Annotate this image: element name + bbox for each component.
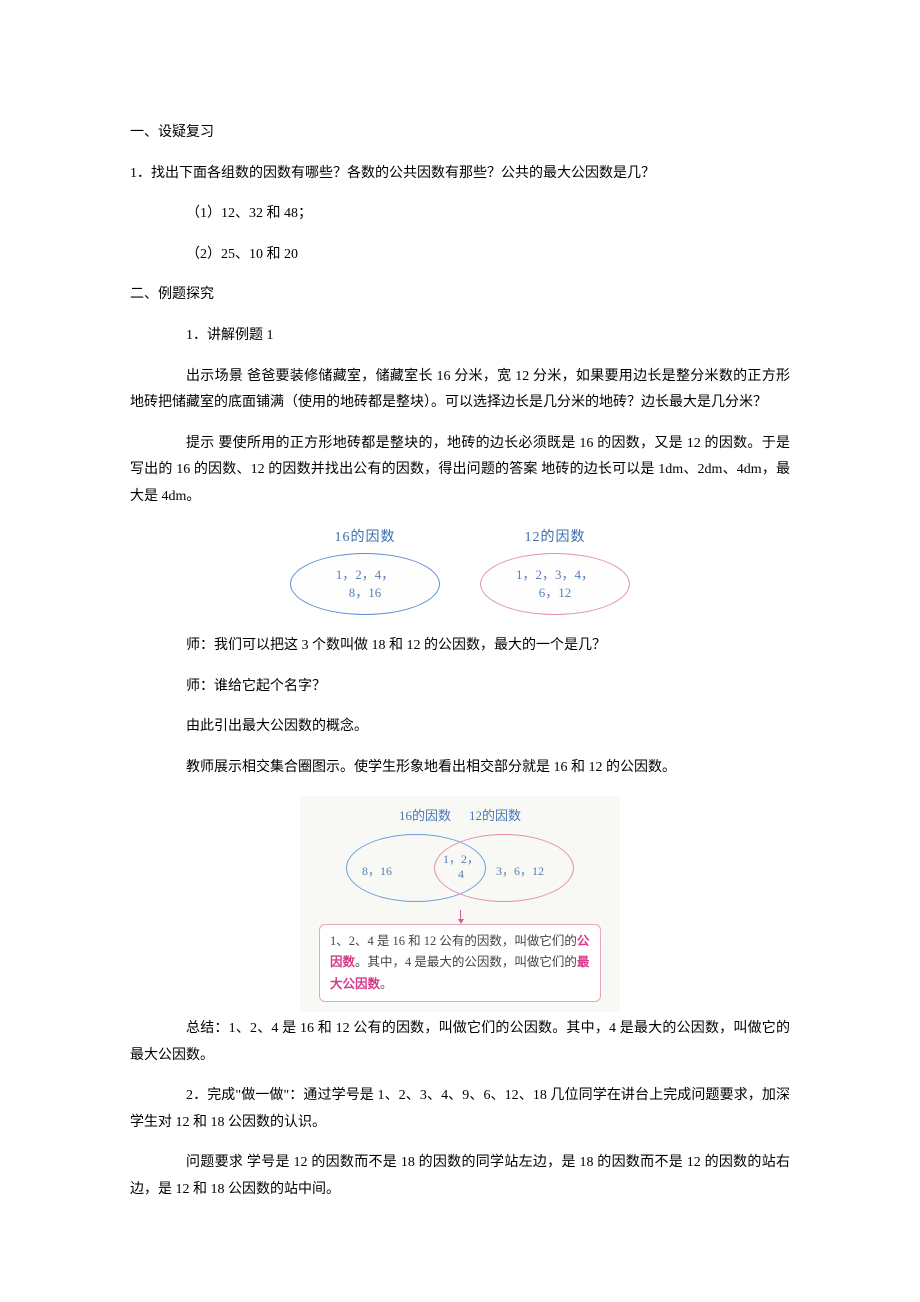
oval-block-16: 16的因数 1，2，4， 8，16 xyxy=(290,525,440,616)
section-1-title: 一、设疑复习 xyxy=(130,120,790,147)
pinkbox-text-b: 。其中，4 是最大的公因数，叫做它们的 xyxy=(355,955,577,969)
example-hint-text: 提示 要使所用的正方形地砖都是整块的，地砖的边长必须既是 16 的因数，又是 1… xyxy=(130,431,790,511)
venn-definition-box: 1、2、4 是 16 和 12 公有的因数，叫做它们的公因数。其中，4 是最大的… xyxy=(319,924,601,1002)
venn-titles: 16的因数 12的因数 xyxy=(310,804,610,829)
factor-ovals-diagram: 16的因数 1，2，4， 8，16 12的因数 1，2，3，4， 6，12 xyxy=(130,525,790,616)
oval-12-body: 1，2，3，4， 6，12 xyxy=(516,566,594,602)
venn-right-values: 3，6，12 xyxy=(496,860,544,883)
pinkbox-text-a: 1、2、4 是 16 和 12 公有的因数，叫做它们的 xyxy=(330,934,577,948)
venn-mid-values: 1，2， 4 xyxy=(443,852,479,881)
section-2-title: 二、例题探究 xyxy=(130,282,790,309)
oval-12-factors: 1，2，3，4， 6，12 xyxy=(480,553,630,615)
oval-block-12: 12的因数 1，2，3，4， 6，12 xyxy=(480,525,630,616)
concept-intro: 由此引出最大公因数的概念。 xyxy=(130,714,790,741)
teacher-line-2: 师：谁给它起个名字？ xyxy=(130,674,790,701)
question-1-item-2: （2）25、10 和 20 xyxy=(130,242,790,269)
question-1-item-1: （1）12、32 和 48； xyxy=(130,201,790,228)
document-page: 一、设疑复习 1．找出下面各组数的因数有哪些？各数的公共因数有那些？公共的最大公… xyxy=(0,0,920,1302)
venn-intro: 教师展示相交集合圈图示。使学生形象地看出相交部分就是 16 和 12 的公因数。 xyxy=(130,755,790,782)
oval-title-12: 12的因数 xyxy=(480,525,630,552)
oval-title-16: 16的因数 xyxy=(290,525,440,552)
example-1-title: 1．讲解例题 1 xyxy=(130,323,790,350)
venn-arrow-icon xyxy=(460,910,461,920)
example-scene-text: 出示场景 爸爸要装修储藏室，储藏室长 16 分米，宽 12 分米，如果要用边长是… xyxy=(130,364,790,417)
summary-text: 总结：1、2、4 是 16 和 12 公有的因数，叫做它们的公因数。其中，4 是… xyxy=(130,1016,790,1069)
question-1: 1．找出下面各组数的因数有哪些？各数的公共因数有那些？公共的最大公因数是几？ xyxy=(130,161,790,188)
pinkbox-text-c: 。 xyxy=(380,977,393,991)
venn-title-right: 12的因数 xyxy=(469,804,521,829)
venn-circles: 8，16 1，2， 4 3，6，12 xyxy=(340,830,580,910)
venn-left-values: 8，16 xyxy=(362,860,392,883)
teacher-line-1: 师：我们可以把这 3 个数叫做 18 和 12 的公因数，最大的一个是几？ xyxy=(130,633,790,660)
oval-16-body: 1，2，4， 8，16 xyxy=(336,566,395,602)
problem-requirement-text: 问题要求 学号是 12 的因数而不是 18 的因数的同学站左边，是 18 的因数… xyxy=(130,1150,790,1203)
oval-16-factors: 1，2，4， 8，16 xyxy=(290,553,440,615)
exercise-2-text: 2．完成"做一做"：通过学号是 1、2、3、4、9、6、12、18 几位同学在讲… xyxy=(130,1083,790,1136)
venn-diagram-block: 16的因数 12的因数 8，16 1，2， 4 3，6，12 1、2、4 是 1… xyxy=(300,796,620,1012)
venn-title-left: 16的因数 xyxy=(399,804,451,829)
